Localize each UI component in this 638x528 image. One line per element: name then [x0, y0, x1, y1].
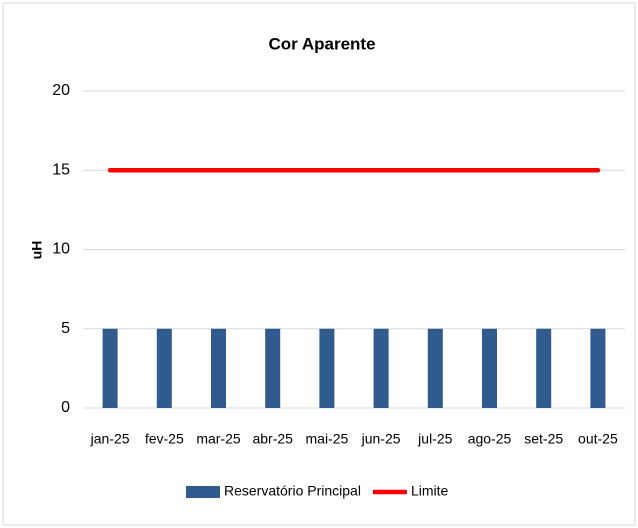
- bar: [536, 328, 552, 408]
- x-tick-label: jun-25: [361, 431, 401, 447]
- y-tick-label: 0: [61, 399, 70, 416]
- legend-label: Limite: [411, 483, 449, 499]
- x-tick-label: jan-25: [90, 431, 130, 447]
- x-tick-label: ago-25: [468, 431, 512, 447]
- y-tick-label: 20: [52, 82, 70, 99]
- x-tick-label: fev-25: [145, 431, 184, 447]
- legend-swatch: [186, 486, 220, 498]
- y-tick-label: 10: [52, 241, 70, 258]
- bar: [102, 328, 118, 408]
- legend-label: Reservatório Principal: [224, 483, 361, 499]
- bar: [373, 328, 389, 408]
- bar: [211, 328, 226, 408]
- x-tick-label: mar-25: [196, 431, 241, 447]
- bar: [482, 328, 497, 408]
- x-tick-label: out-25: [578, 431, 618, 447]
- y-tick-label: 5: [61, 320, 70, 337]
- x-tick-label: jul-25: [417, 431, 452, 447]
- y-tick-label: 15: [52, 161, 70, 178]
- x-tick-label: set-25: [524, 431, 563, 447]
- bar: [427, 328, 443, 408]
- bar: [590, 328, 606, 408]
- y-axis-label: uH: [29, 241, 45, 260]
- x-tick-label: abr-25: [252, 431, 293, 447]
- x-tick-label: mai-25: [306, 431, 349, 447]
- bar: [156, 328, 172, 408]
- bar: [265, 328, 281, 408]
- bar: [319, 328, 335, 408]
- chart-title: Cor Aparente: [268, 34, 375, 53]
